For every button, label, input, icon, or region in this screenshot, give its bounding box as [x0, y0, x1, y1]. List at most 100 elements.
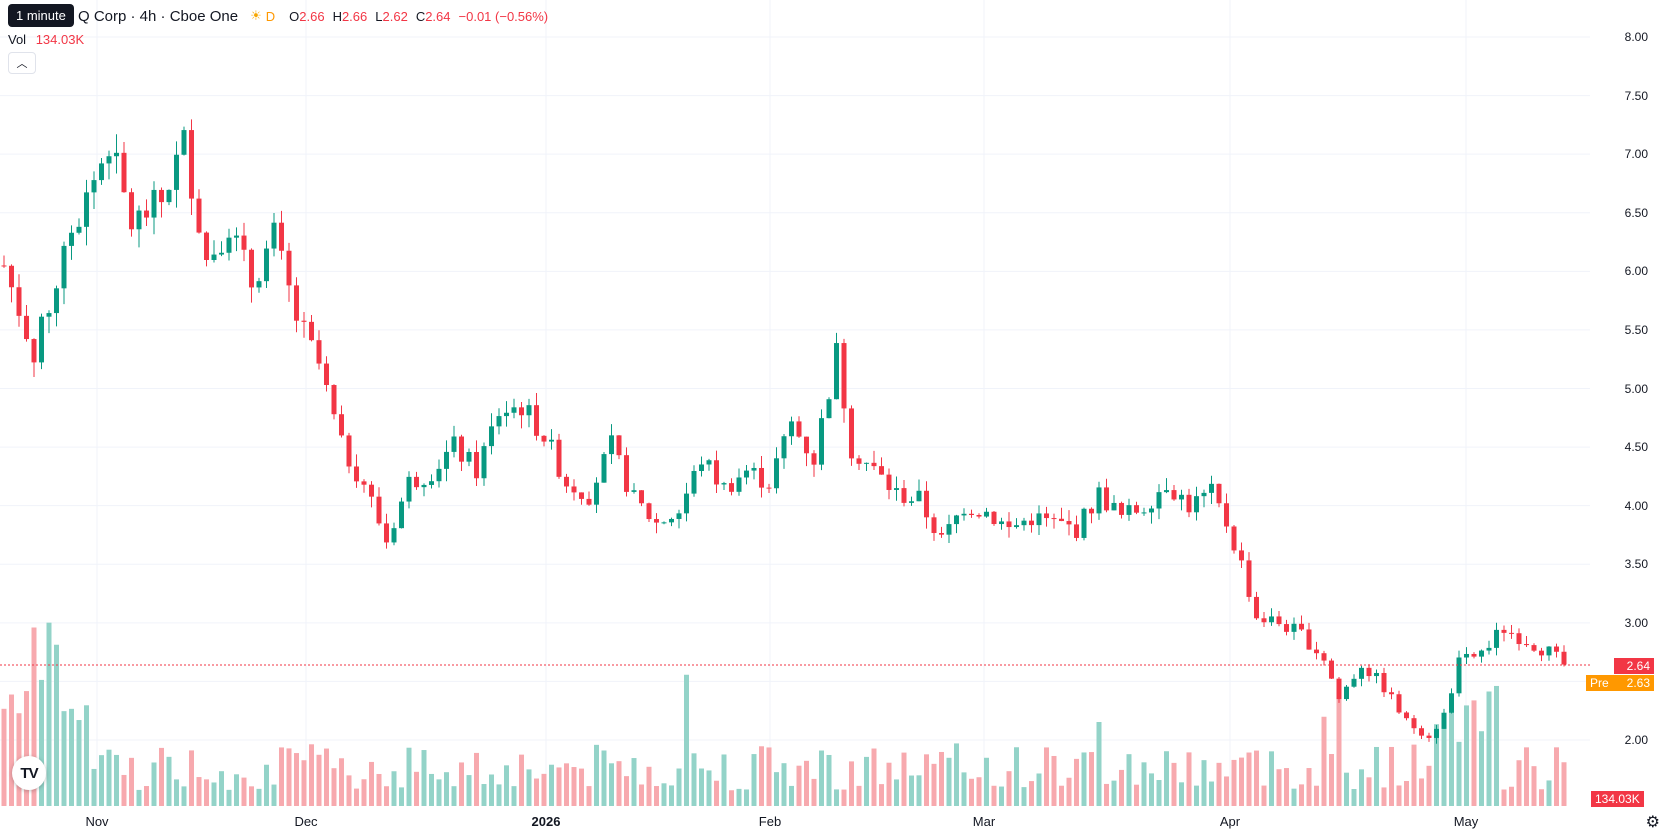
volume-bar [819, 750, 824, 806]
candle-body [84, 192, 89, 227]
collapse-legend-button[interactable]: ︿ [8, 52, 36, 74]
volume-bar [1561, 762, 1567, 806]
volume-bar [654, 786, 659, 806]
volume-bar [751, 754, 757, 806]
candle-body [511, 407, 517, 413]
candle-body [271, 222, 277, 249]
volume-bar [969, 778, 974, 806]
volume-bar [946, 757, 952, 806]
candle-body [601, 454, 607, 483]
candle-body [399, 501, 404, 529]
candle-body [789, 421, 794, 437]
candle-body [961, 513, 967, 516]
volume-badge: 134.03K [1591, 791, 1644, 807]
volume-bar [1486, 691, 1492, 806]
volume-bar [916, 775, 922, 806]
candle-body [1074, 524, 1079, 538]
candle-body [991, 511, 997, 525]
volume-bar [984, 757, 989, 806]
candle-body [294, 285, 299, 321]
candle-body [1269, 616, 1274, 623]
symbol-title[interactable]: Q Corp · 4h · Cboe One [78, 7, 239, 25]
volume-bar [136, 789, 142, 806]
high-label: H [332, 8, 342, 24]
candle-body [121, 152, 127, 193]
volume-bar [346, 775, 352, 806]
volume-bar [1044, 747, 1049, 806]
volume-badge-value: 134.03K [1595, 792, 1640, 806]
candle-body [496, 416, 502, 427]
volume-bar [1471, 700, 1477, 806]
candle-body [339, 414, 344, 436]
volume-bar [1299, 784, 1304, 806]
candle-body [451, 436, 457, 452]
candle-body [564, 476, 569, 487]
candle-body [421, 484, 427, 488]
candle-body [384, 523, 389, 543]
candle-body [1396, 694, 1402, 713]
volume-bar [496, 784, 502, 806]
low-value: 2.62 [382, 8, 408, 24]
candle-body [429, 481, 434, 485]
volume-bar [744, 789, 749, 806]
volume-bar [1164, 751, 1169, 806]
tradingview-logo-icon[interactable]: TV [12, 756, 46, 790]
candle-body [946, 524, 952, 535]
data-flag[interactable]: D [265, 8, 276, 24]
volume-bar [684, 674, 689, 806]
candle-body [354, 466, 359, 482]
candle-body [984, 511, 989, 517]
candle-body [309, 321, 314, 341]
settings-gear-icon[interactable]: ⚙ [1645, 814, 1660, 831]
candle-body [316, 340, 322, 364]
volume-bar [294, 753, 299, 806]
volume-bar [39, 679, 44, 806]
volume-bar [1494, 685, 1499, 806]
candle-body [106, 156, 112, 164]
candle-body [909, 501, 914, 503]
volume-bar [391, 771, 397, 806]
candle-body [286, 250, 292, 286]
volume-bar [736, 788, 742, 806]
price-tick-label: 7.50 [1624, 88, 1648, 103]
volume-bar [931, 763, 937, 806]
open-label: O [289, 8, 300, 24]
volume-bar [1261, 785, 1267, 806]
candle-body [901, 488, 907, 503]
volume-bar [1059, 785, 1064, 806]
price-tick-label: 2.00 [1624, 733, 1648, 747]
volume-bar [1171, 762, 1177, 806]
candle-body [144, 210, 149, 218]
volume-bar [309, 744, 314, 806]
volume-bar [181, 786, 187, 806]
volume-bar [24, 691, 29, 806]
candle-body [346, 435, 352, 467]
volume-bar [1389, 746, 1394, 806]
candle-body [691, 470, 697, 494]
candle-body [811, 453, 817, 465]
candle-body [976, 514, 982, 517]
volume-bar [1464, 705, 1469, 806]
candle-body [684, 493, 689, 514]
candle-body [39, 316, 44, 363]
volume-bar [106, 749, 112, 806]
candle-body [54, 288, 59, 314]
volume-bar [1351, 789, 1357, 806]
candle-body [1449, 693, 1454, 713]
candle-body [676, 513, 682, 519]
volume-bar [1, 708, 7, 806]
volume-bar [316, 754, 322, 806]
volume-bar [1141, 762, 1147, 806]
volume-bar [1359, 769, 1364, 806]
candle-body [1531, 645, 1537, 651]
candle-body [1119, 502, 1124, 515]
volume-bar [766, 747, 772, 806]
candle-body [1104, 487, 1109, 511]
volume-bar [556, 767, 562, 806]
volume-bar [504, 765, 509, 806]
candle-body [324, 363, 329, 386]
candle-body [766, 487, 772, 489]
candle-body [279, 222, 284, 251]
candle-body [1471, 653, 1477, 657]
